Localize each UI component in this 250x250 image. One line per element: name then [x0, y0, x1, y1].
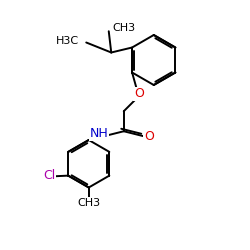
Text: O: O	[134, 87, 144, 100]
Text: Cl: Cl	[44, 169, 56, 182]
Text: O: O	[144, 130, 154, 143]
Text: CH3: CH3	[112, 23, 136, 33]
Text: NH: NH	[90, 127, 108, 140]
Text: H3C: H3C	[56, 36, 79, 46]
Text: CH3: CH3	[77, 198, 100, 207]
